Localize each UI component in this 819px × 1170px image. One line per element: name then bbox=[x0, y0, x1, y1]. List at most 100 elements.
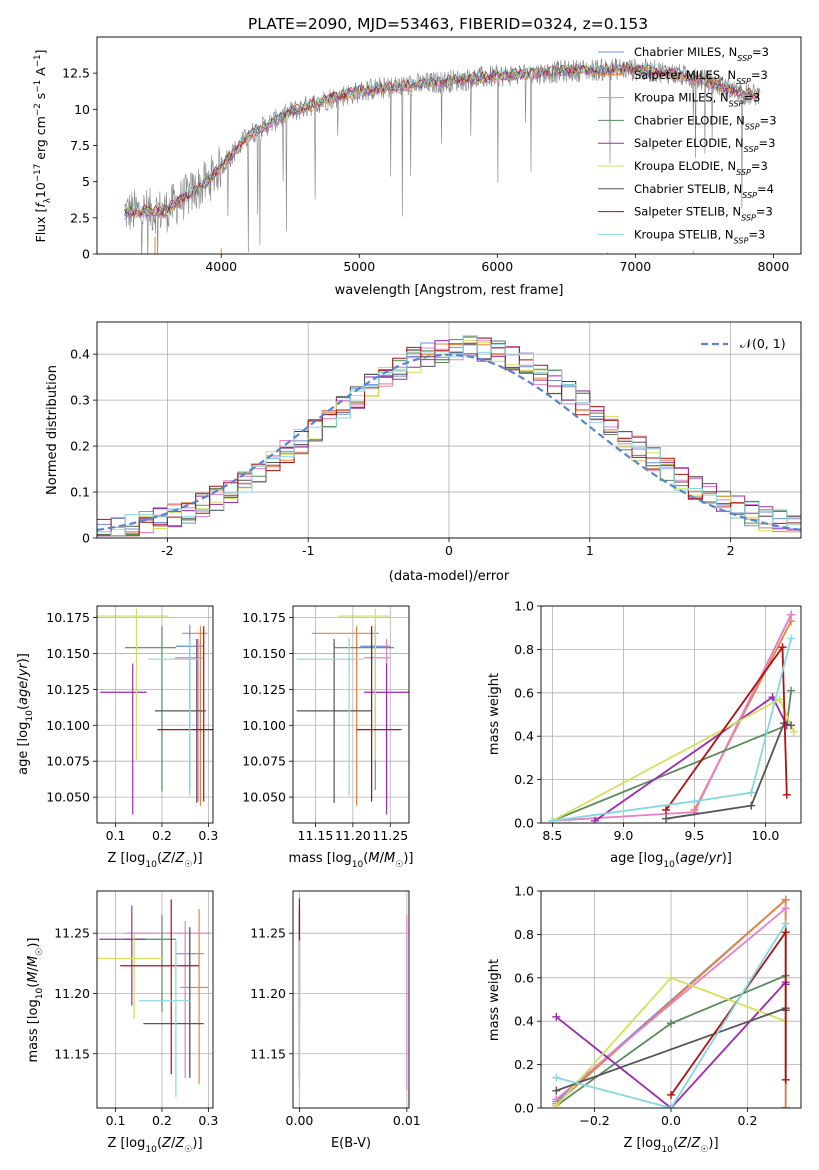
legend-label: 𝒩(0, 1) bbox=[740, 336, 786, 351]
x-axis-label: E(B-V) bbox=[331, 1136, 371, 1151]
weight-marker bbox=[662, 805, 671, 814]
weight-marker bbox=[789, 727, 798, 736]
weight-marker bbox=[778, 643, 787, 652]
x-tick-label: 0.01 bbox=[393, 1113, 421, 1128]
plot-area bbox=[97, 608, 213, 815]
axes-frame bbox=[292, 890, 410, 1109]
plot-area bbox=[296, 608, 409, 815]
axes-frame bbox=[96, 321, 802, 539]
plot-area bbox=[552, 895, 790, 1108]
y-tick-label: 7.5 bbox=[70, 138, 90, 153]
y-tick-label: 0.6 bbox=[514, 685, 534, 700]
y-tick-label: 0.8 bbox=[514, 927, 534, 942]
y-tick-label: 10.075 bbox=[242, 754, 286, 769]
legend-label: Kroupa MILES, NSSP=3 bbox=[634, 91, 760, 109]
x-tick-label: 8000 bbox=[757, 259, 789, 274]
panel-z-vs-weight: −0.2 0.0 0.2 0.0 0.2 0.4 0.6 0.8 1.0 Z [log10(Z/Z… bbox=[487, 884, 802, 1155]
weight-marker bbox=[781, 919, 790, 928]
y-tick-label: 0.1 bbox=[70, 485, 90, 500]
y-tick-label: 11.25 bbox=[250, 926, 286, 941]
x-tick-label: 1 bbox=[586, 543, 594, 558]
weight-line bbox=[665, 722, 792, 820]
y-tick-label: 10.075 bbox=[46, 754, 90, 769]
weight-line bbox=[552, 638, 792, 822]
weight-marker bbox=[781, 1104, 790, 1108]
y-tick-label: 5 bbox=[82, 174, 90, 189]
x-tick-label: 11.25 bbox=[372, 828, 408, 843]
y-tick-label: 10.150 bbox=[242, 646, 286, 661]
plot-area bbox=[548, 610, 798, 823]
x-tick-label: 11.15 bbox=[298, 828, 334, 843]
x-tick-label: 0.0 bbox=[661, 1113, 681, 1128]
weight-marker bbox=[747, 788, 756, 797]
y-tick-label: 0.0 bbox=[514, 1101, 534, 1116]
plot-area bbox=[298, 897, 408, 1108]
axes-frame bbox=[96, 890, 214, 1109]
y-tick-label: 11.20 bbox=[250, 986, 286, 1001]
legend-label: Chabrier STELIB, NSSP=4 bbox=[634, 182, 774, 200]
axes-frame bbox=[96, 36, 802, 255]
x-axis-label: Z [log10(Z/Z☉)] bbox=[107, 851, 202, 870]
weight-marker bbox=[787, 610, 796, 619]
weight-marker bbox=[667, 973, 675, 982]
panel-ebv-vs-mass: 0.00 0.01 11.15 11.20 11.25 E(B-V) bbox=[250, 890, 421, 1151]
weight-marker bbox=[552, 1101, 561, 1108]
axes-frame bbox=[540, 605, 802, 824]
model-spectrum bbox=[124, 61, 760, 215]
x-tick-label: 9.0 bbox=[613, 828, 633, 843]
y-tick-label: 0 bbox=[82, 247, 90, 262]
x-axis-label: Z [log10(Z/Z☉)] bbox=[623, 1136, 718, 1155]
plot-area bbox=[97, 899, 211, 1098]
weight-marker bbox=[787, 721, 796, 730]
weight-marker bbox=[590, 816, 599, 823]
weight-marker bbox=[787, 634, 796, 643]
x-axis-label: age [log10(age/yr)] bbox=[610, 851, 732, 870]
x-tick-label: -1 bbox=[302, 543, 314, 558]
plot-area bbox=[97, 335, 801, 537]
legend-label: Kroupa STELIB, NSSP=3 bbox=[634, 227, 765, 245]
y-tick-label: 10.100 bbox=[46, 718, 90, 733]
weight-line bbox=[555, 907, 787, 1100]
panel-z-vs-age: 0.1 0.2 0.3 10.050 10.075 10.100 10.125 10.150 1… bbox=[16, 605, 218, 870]
x-axis-label: wavelength [Angstrom, rest frame] bbox=[335, 283, 564, 298]
x-tick-label: 4000 bbox=[205, 259, 237, 274]
model-spectrum bbox=[124, 62, 760, 216]
x-tick-label: 5000 bbox=[343, 259, 375, 274]
y-tick-label: 10.125 bbox=[242, 682, 286, 697]
y-tick-label: 0.2 bbox=[514, 1057, 534, 1072]
axes-frame bbox=[540, 890, 802, 1109]
weight-marker bbox=[667, 1104, 675, 1108]
weight-marker bbox=[781, 895, 790, 904]
x-tick-label: -2 bbox=[161, 543, 173, 558]
y-tick-label: 0.6 bbox=[514, 970, 534, 985]
x-tick-label: 0.2 bbox=[152, 1113, 172, 1128]
y-axis-label: Normed distribution bbox=[45, 365, 60, 495]
legend-label: Salpeter STELIB, NSSP=3 bbox=[634, 205, 773, 223]
panel-mass-vs-age: 11.15 11.20 11.25 10.050 10.075 10.100 10.125 1… bbox=[242, 605, 414, 870]
y-tick-label: 2.5 bbox=[70, 210, 90, 225]
x-tick-label: 2 bbox=[727, 543, 735, 558]
y-tick-label: 0.4 bbox=[70, 347, 90, 362]
weight-marker bbox=[781, 1075, 790, 1084]
y-tick-label: 0 bbox=[82, 531, 90, 546]
x-tick-label: 0.2 bbox=[152, 828, 172, 843]
y-tick-label: 0.2 bbox=[514, 772, 534, 787]
y-axis-label: Flux [fλ10−17 erg cm−2 s−1 A−1] bbox=[33, 50, 53, 243]
gaussian-curve bbox=[97, 353, 801, 531]
y-tick-label: 11.25 bbox=[54, 926, 90, 941]
weight-marker bbox=[667, 1090, 675, 1099]
y-tick-label: 10.175 bbox=[46, 610, 90, 625]
x-tick-label: 8.5 bbox=[542, 828, 562, 843]
weight-marker bbox=[781, 904, 790, 913]
x-tick-label: 6000 bbox=[481, 259, 513, 274]
y-tick-label: 10.150 bbox=[46, 646, 90, 661]
weight-marker bbox=[690, 797, 699, 806]
x-tick-label: 0.3 bbox=[198, 1113, 218, 1128]
weight-marker bbox=[552, 1086, 561, 1095]
axes-frame bbox=[292, 605, 410, 824]
y-tick-label: 11.15 bbox=[250, 1046, 286, 1061]
y-tick-label: 1.0 bbox=[514, 599, 534, 614]
weight-marker bbox=[552, 1012, 561, 1021]
weight-marker bbox=[552, 1073, 561, 1082]
